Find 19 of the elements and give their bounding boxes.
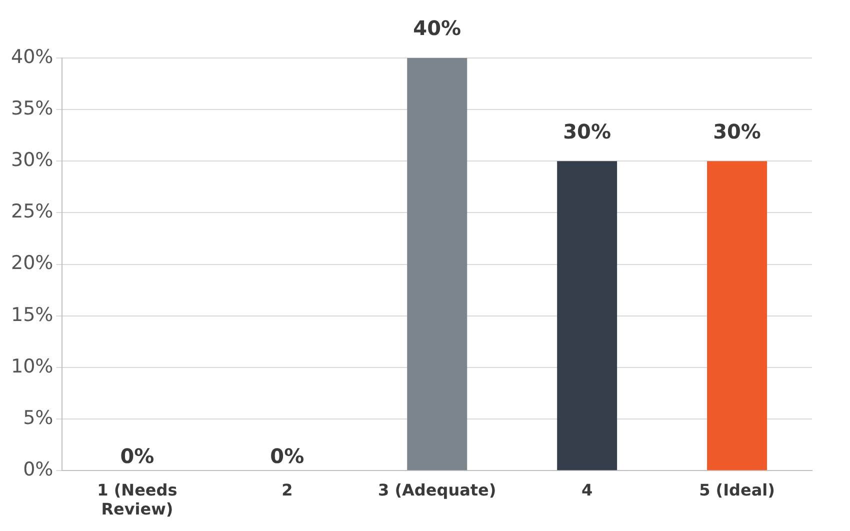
y-tick-label: 10% [10,355,54,378]
x-tick-label: 5 (Ideal) [699,480,775,500]
x-tick-label: 2 [282,480,293,500]
y-tick-label: 15% [10,304,54,326]
x-tick-label: 4 [582,480,593,500]
y-tick-label: 25% [10,200,54,223]
y-tick-label: 35% [10,98,54,120]
data-label: 40% [413,16,462,40]
data-label: 0% [270,444,304,468]
y-tick-label: 20% [10,252,54,274]
x-tick-label: 1 (Needs Review) [97,480,178,519]
y-tick-label: 30% [10,149,54,172]
data-label: 30% [563,119,612,144]
x-tick-label: 3 (Adequate) [378,480,496,500]
y-tick-label: 0% [23,458,54,481]
data-label: 0% [120,444,154,468]
data-label: 30% [713,119,761,144]
y-tick-label: 40% [10,46,54,68]
y-tick-label: 5% [23,406,54,429]
